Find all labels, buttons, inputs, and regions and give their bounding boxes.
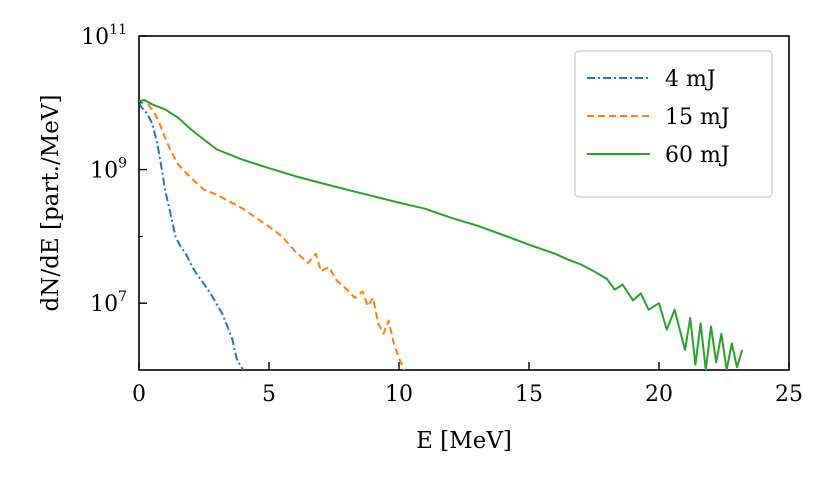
series-layer — [139, 99, 744, 370]
legend-label: 60 mJ — [665, 143, 730, 168]
y-tick-label: 107 — [90, 289, 127, 317]
x-tick-label: 5 — [262, 382, 276, 407]
plot-frame — [138, 35, 790, 371]
x-tick-label: 0 — [132, 382, 146, 407]
x-axis-ticks: 0 5 10 15 20 25 — [132, 362, 803, 407]
x-tick-label: 15 — [515, 382, 543, 407]
legend-box — [574, 50, 773, 198]
legend-label: 15 mJ — [665, 105, 730, 130]
x-tick-label: 10 — [385, 382, 413, 407]
y-axis-label: dN/dE [part./MeV] — [38, 95, 64, 312]
y-tick-label: 109 — [90, 156, 127, 184]
y-axis-ticks: 107 109 1011 — [81, 22, 147, 371]
x-tick-label: 25 — [775, 382, 803, 407]
series-line-15-mj — [139, 99, 406, 370]
x-axis-label: E [MeV] — [416, 428, 512, 454]
legend: 4 mJ 15 mJ 60 mJ — [574, 50, 773, 198]
x-tick-label: 20 — [645, 382, 673, 407]
series-line-4-mj — [139, 102, 244, 370]
y-tick-label: 1011 — [81, 22, 127, 50]
legend-label: 4 mJ — [665, 67, 716, 92]
series-line-60-mj — [139, 99, 744, 370]
